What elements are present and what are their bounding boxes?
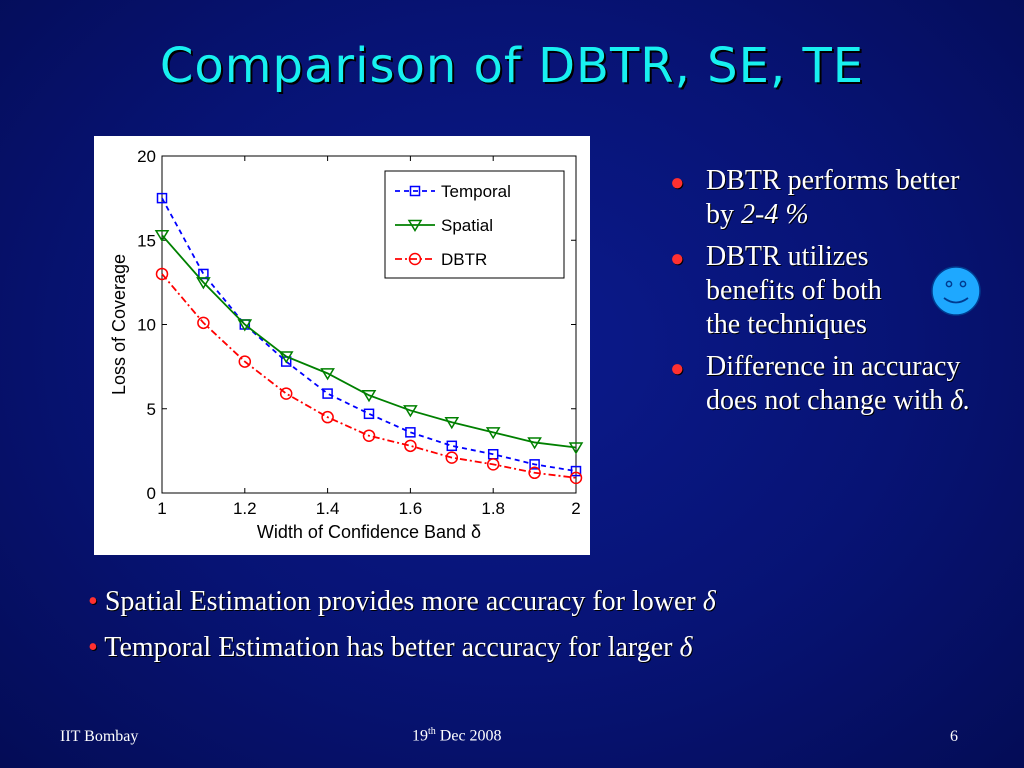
- data-point: [444, 416, 460, 430]
- legend-marker: [409, 185, 421, 197]
- y-tick-label: 5: [147, 400, 156, 419]
- bottom-line-temporal: • Temporal Estimation has better accurac…: [88, 632, 692, 664]
- x-tick-label: 1.6: [399, 499, 423, 518]
- x-tick-label: 2: [571, 499, 580, 518]
- legend-label: Spatial: [441, 216, 493, 235]
- data-point: [361, 390, 377, 403]
- bullet-dot-icon: ●: [670, 356, 685, 382]
- y-axis-label: Loss of Coverage: [109, 254, 129, 395]
- data-point: [570, 465, 582, 477]
- chart-panel: 1 1.2 1.4 1.6 1.8 2 0 5 10 15 20 Width of Confidenc…: [94, 136, 590, 555]
- bottom-line-spatial: • Spatial Estimation provides more accur…: [88, 586, 716, 618]
- bullet-dot-icon: ●: [670, 170, 685, 196]
- date-day: 19: [412, 727, 428, 745]
- data-point: [196, 277, 211, 290]
- page-number: 6: [950, 728, 958, 745]
- date-rest: Dec 2008: [435, 727, 502, 745]
- x-axis-label: Width of Confidence Band δ: [257, 522, 481, 542]
- bullet-text: DBTR performs better by: [706, 165, 960, 230]
- data-point: [485, 427, 501, 440]
- x-tick-label: 1: [157, 499, 166, 518]
- bullet-mark: •: [88, 586, 98, 617]
- bottom-emphasis: δ: [702, 586, 716, 617]
- data-point: [197, 316, 210, 330]
- bullet-emphasis: 2-4 %: [741, 199, 809, 230]
- y-tick-label: 0: [147, 484, 156, 503]
- data-point: [321, 410, 334, 424]
- y-tick-label: 20: [137, 147, 156, 166]
- data-point: [569, 471, 583, 485]
- legend-marker: [407, 219, 423, 232]
- x-tick-label: 1.4: [316, 499, 340, 518]
- data-point: [363, 408, 375, 420]
- data-point: [278, 351, 294, 364]
- bottom-emphasis: δ: [679, 632, 693, 663]
- bottom-text: Spatial Estimation provides more accurac…: [97, 586, 703, 617]
- data-point: [446, 440, 458, 452]
- data-point: [529, 459, 540, 470]
- bullet-text: DBTR utilizes benefits of both the techn…: [706, 241, 882, 340]
- x-tick-label: 1.2: [233, 499, 257, 518]
- data-point: [528, 466, 541, 480]
- data-point: [445, 451, 459, 464]
- series-spatial: [154, 229, 584, 455]
- data-point: [154, 229, 170, 243]
- bullet-item: ● DBTR performs better by 2-4 %: [668, 164, 988, 232]
- legend-label: DBTR: [441, 250, 487, 269]
- bullet-item: ● DBTR utilizes benefits of both the tec…: [668, 240, 916, 342]
- y-tick-label: 15: [137, 231, 156, 250]
- bullet-dot-icon: ●: [670, 246, 685, 272]
- smiley-face-icon: [931, 266, 981, 316]
- bottom-text: Temporal Estimation has better accuracy …: [97, 632, 680, 663]
- data-point: [155, 267, 169, 281]
- data-point: [486, 458, 500, 471]
- bullet-list: ● DBTR performs better by 2-4 % ● DBTR u…: [668, 164, 988, 426]
- series-line: [161, 234, 577, 449]
- data-point: [404, 439, 417, 453]
- series-line: [161, 197, 577, 472]
- slide-title: Comparison of DBTR, SE, TE: [159, 38, 865, 94]
- bullet-emphasis: δ.: [950, 385, 971, 416]
- data-point: [320, 368, 335, 381]
- data-point: [237, 319, 253, 332]
- legend: Temporal Spatial DBTR: [384, 170, 565, 279]
- footer-left: IIT Bombay: [60, 728, 139, 745]
- x-tick-label: 1.8: [481, 499, 505, 518]
- footer-date: 19th Dec 2008: [412, 726, 502, 745]
- bullet-item: ● Difference in accuracy does not change…: [668, 350, 988, 418]
- series-line: [161, 273, 577, 479]
- date-suffix: th: [428, 726, 436, 737]
- data-point: [156, 192, 168, 204]
- legend-marker: [408, 252, 422, 266]
- data-point: [527, 437, 542, 450]
- bullet-mark: •: [88, 632, 98, 663]
- legend-label: Temporal: [441, 182, 511, 201]
- data-point: [403, 405, 418, 418]
- data-point: [238, 355, 252, 368]
- data-point: [405, 427, 416, 438]
- data-point: [322, 388, 333, 399]
- data-point: [279, 387, 293, 400]
- bullet-text: Difference in accuracy does not change w…: [706, 351, 961, 416]
- data-point: [362, 429, 376, 442]
- data-point: [568, 442, 584, 455]
- series-dbtr: [155, 267, 583, 485]
- y-tick-label: 10: [137, 316, 156, 335]
